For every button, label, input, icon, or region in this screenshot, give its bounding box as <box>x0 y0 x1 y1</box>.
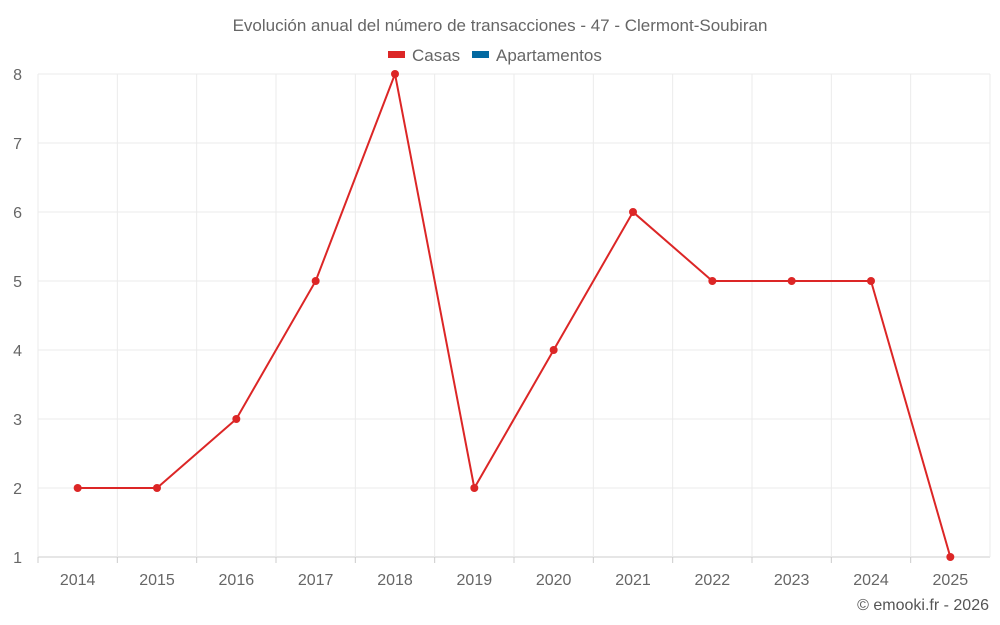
legend: Casas Apartamentos <box>388 46 602 65</box>
y-tick-label: 2 <box>13 481 22 498</box>
data-point-casas-2024 <box>867 277 875 285</box>
x-tick-label: 2021 <box>615 572 651 589</box>
y-axis: 1 2 3 4 5 6 7 8 <box>13 67 22 567</box>
x-tick-label: 2020 <box>536 572 572 589</box>
data-point-casas-2017 <box>311 277 320 285</box>
data-point-casas-2014 <box>73 484 82 492</box>
data-point-casas-2020 <box>549 346 558 354</box>
x-tick-label: 2022 <box>695 572 731 589</box>
y-tick-label: 7 <box>13 136 22 153</box>
x-tick-label: 2023 <box>774 572 810 589</box>
data-point-casas-2022 <box>708 277 717 285</box>
y-tick-label: 1 <box>13 550 22 567</box>
chart-title: Evolución anual del número de transaccio… <box>233 16 768 35</box>
y-tick-label: 8 <box>13 67 22 84</box>
legend-swatch-casas <box>388 51 405 58</box>
x-tick-label: 2017 <box>298 572 334 589</box>
data-point-casas-2021 <box>629 208 637 216</box>
legend-label-apartamentos: Apartamentos <box>496 46 602 65</box>
y-tick-label: 6 <box>13 205 22 222</box>
data-point-casas-2025 <box>946 553 955 561</box>
data-point-casas-2015 <box>153 484 161 492</box>
series-line-casas <box>77 70 952 558</box>
legend-item-apartamentos[interactable]: Apartamentos <box>472 46 602 65</box>
x-tick-label: 2014 <box>60 572 96 589</box>
legend-swatch-apartamentos <box>472 51 489 58</box>
x-tick-label: 2018 <box>377 572 413 589</box>
data-point-casas-2016 <box>232 415 241 423</box>
x-tick-label: 2019 <box>457 572 493 589</box>
series-casas <box>73 70 955 561</box>
grid <box>37 73 991 558</box>
x-tick-label: 2016 <box>219 572 255 589</box>
credit: © emooki.fr - 2026 <box>857 597 989 614</box>
x-tick-label: 2025 <box>933 572 969 589</box>
x-tick-label: 2024 <box>853 572 889 589</box>
x-axis: 2014 2015 2016 2017 2018 2019 2020 2021 2022 2023… <box>37 557 969 589</box>
data-point-casas-2023 <box>787 277 796 285</box>
data-point-casas-2019 <box>470 484 479 492</box>
legend-label-casas: Casas <box>412 46 460 65</box>
y-tick-label: 3 <box>13 412 22 429</box>
y-tick-label: 4 <box>13 343 22 360</box>
y-tick-label: 5 <box>13 274 22 291</box>
legend-item-casas[interactable]: Casas <box>388 46 460 65</box>
x-tick-label: 2015 <box>139 572 175 589</box>
data-point-casas-2018 <box>391 70 399 78</box>
